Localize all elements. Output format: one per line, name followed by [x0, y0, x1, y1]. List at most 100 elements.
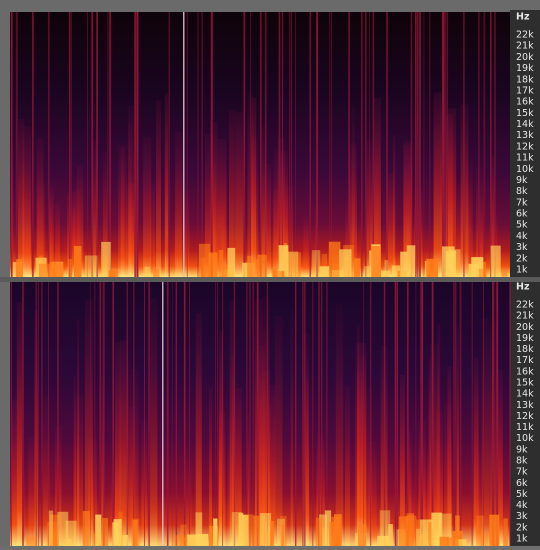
frequency-label: 7k — [516, 467, 528, 478]
low-band — [239, 513, 244, 546]
low-band — [331, 517, 340, 546]
transient-line — [384, 282, 386, 546]
low-band — [173, 535, 186, 546]
low-band — [109, 271, 119, 277]
low-band — [491, 246, 501, 277]
frequency-label: 9k — [516, 175, 528, 186]
low-band — [49, 511, 53, 546]
energy-column — [235, 112, 243, 278]
frequency-label: 1k — [516, 534, 528, 545]
energy-column — [156, 101, 161, 277]
transient-line — [490, 12, 492, 277]
energy-column — [275, 316, 283, 546]
transient-line — [412, 12, 413, 277]
transient-line — [370, 282, 372, 546]
energy-column — [166, 237, 171, 277]
transient-line — [493, 282, 495, 546]
transient-line — [127, 282, 128, 546]
transient-line — [71, 12, 72, 277]
low-band — [503, 519, 508, 547]
low-band — [288, 252, 298, 277]
low-band — [354, 258, 360, 277]
low-band — [95, 515, 101, 546]
transient-line — [310, 12, 311, 277]
transient-line — [134, 12, 136, 277]
transient-line — [222, 282, 223, 546]
spectrogram-panel: Hz22k21k20k19k18k17k16k15k14k13k12k11k10… — [10, 282, 534, 547]
low-band — [227, 248, 235, 277]
transient-line — [291, 12, 292, 277]
low-band — [133, 520, 138, 546]
transient-line — [202, 12, 203, 277]
frequency-label: 19k — [516, 333, 534, 344]
low-band — [213, 519, 217, 547]
low-band — [51, 268, 54, 277]
transient-line — [96, 12, 98, 277]
transient-line — [444, 12, 446, 277]
frequency-label: 18k — [516, 344, 534, 355]
transient-line — [483, 282, 484, 546]
low-band — [476, 516, 484, 546]
low-band — [447, 537, 459, 546]
frequency-label: 4k — [516, 500, 528, 511]
transient-line — [429, 12, 430, 277]
transient-line — [411, 12, 412, 277]
energy-column — [121, 147, 125, 277]
low-band — [400, 252, 407, 277]
transient-line — [494, 12, 496, 277]
transient-line — [260, 12, 262, 277]
low-band — [407, 245, 416, 277]
frequency-label: 10k — [516, 164, 534, 175]
low-band — [384, 260, 388, 277]
frequency-label: 20k — [516, 52, 534, 63]
frequency-label: 5k — [516, 489, 528, 500]
transient-line — [386, 12, 388, 277]
transient-line — [22, 282, 24, 546]
transient-line — [282, 12, 283, 277]
low-band — [145, 267, 150, 277]
low-band — [316, 518, 322, 546]
frequency-label: 14k — [516, 389, 534, 400]
transient-line — [167, 282, 169, 546]
low-band — [83, 511, 90, 546]
energy-column — [29, 437, 35, 546]
transient-line — [108, 12, 109, 277]
transient-line — [463, 12, 465, 277]
transient-line — [365, 12, 366, 277]
frequency-label: 6k — [516, 209, 528, 220]
frequency-label: 21k — [516, 41, 534, 52]
transient-line — [234, 282, 235, 546]
low-band — [39, 264, 51, 277]
energy-column — [345, 387, 350, 546]
transient-line — [302, 282, 304, 546]
frequency-label: 8k — [516, 456, 528, 467]
frequency-label: 22k — [516, 300, 534, 311]
frequency-label: 16k — [516, 366, 534, 377]
transient-line — [198, 12, 199, 277]
frequency-label: 11k — [516, 422, 534, 433]
transient-line — [187, 12, 188, 277]
transient-line — [137, 12, 139, 277]
frequency-label: 15k — [516, 108, 534, 119]
transient-line — [453, 282, 454, 546]
transient-line — [420, 282, 421, 546]
frequency-label: 13k — [516, 400, 534, 411]
low-band — [502, 270, 508, 277]
frequency-label: 17k — [516, 355, 534, 366]
low-band — [469, 264, 479, 277]
transient-line — [373, 12, 375, 277]
frequency-label: 1k — [516, 265, 528, 276]
transient-line — [363, 282, 364, 546]
transient-line — [483, 12, 485, 277]
transient-line — [38, 282, 39, 546]
energy-column — [251, 98, 256, 277]
transient-line — [109, 12, 110, 277]
energy-column — [74, 377, 76, 546]
frequency-label: 11k — [516, 153, 534, 164]
transient-line — [91, 12, 93, 277]
transient-line — [69, 12, 70, 277]
frequency-label: 3k — [516, 242, 528, 253]
frequency-label: 2k — [516, 522, 528, 533]
transient-line — [250, 12, 251, 277]
transient-line — [295, 282, 296, 546]
